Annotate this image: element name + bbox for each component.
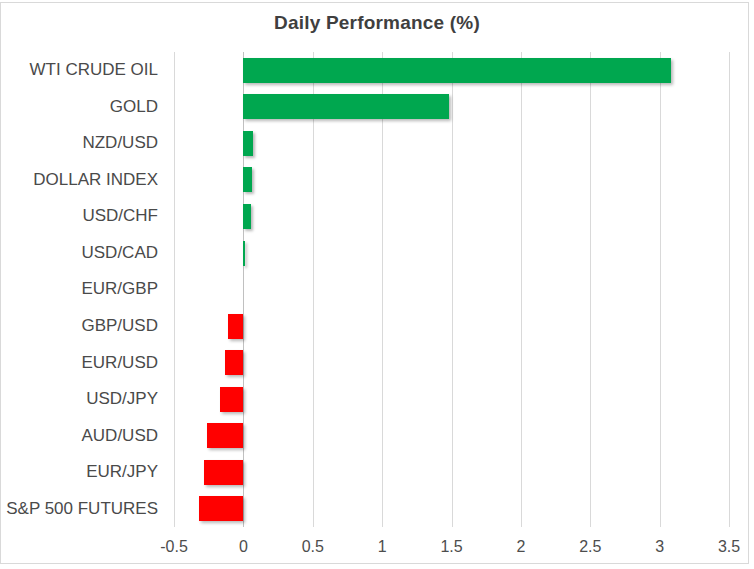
negative-bar-s-p-500-futures bbox=[199, 496, 243, 521]
x-tick-label: 2.5 bbox=[579, 538, 601, 556]
chart-container: Daily Performance (%) WTI CRUDE OILGOLDN… bbox=[0, 0, 754, 569]
negative-bar-aud-usd bbox=[207, 423, 243, 448]
zero-axis-line bbox=[243, 52, 244, 527]
x-tick-label: 1.5 bbox=[440, 538, 462, 556]
positive-bar-dollar-index bbox=[243, 167, 252, 192]
category-label: EUR/USD bbox=[0, 344, 158, 381]
negative-bar-gbp-usd bbox=[228, 314, 243, 339]
positive-bar-gold bbox=[243, 94, 448, 119]
category-label: EUR/GBP bbox=[0, 271, 158, 308]
category-label: WTI CRUDE OIL bbox=[0, 52, 158, 89]
gridline bbox=[590, 52, 591, 527]
category-label: USD/JPY bbox=[0, 381, 158, 418]
positive-bar-wti-crude-oil bbox=[243, 58, 670, 83]
category-label: DOLLAR INDEX bbox=[0, 162, 158, 199]
positive-bar-usd-chf bbox=[243, 204, 251, 229]
positive-bar-usd-cad bbox=[243, 241, 245, 266]
category-label: S&P 500 FUTURES bbox=[0, 491, 158, 528]
x-tick-label: 0.5 bbox=[302, 538, 324, 556]
gridline bbox=[660, 52, 661, 527]
positive-bar-nzd-usd bbox=[243, 131, 253, 156]
category-label: EUR/JPY bbox=[0, 454, 158, 491]
category-label: USD/CAD bbox=[0, 235, 158, 272]
category-label: NZD/USD bbox=[0, 125, 158, 162]
x-tick-label: 1 bbox=[378, 538, 387, 556]
category-label: GOLD bbox=[0, 89, 158, 126]
x-tick-label: 3 bbox=[655, 538, 664, 556]
negative-bar-eur-usd bbox=[225, 350, 244, 375]
negative-bar-eur-jpy bbox=[204, 460, 244, 485]
gridline bbox=[313, 52, 314, 527]
x-tick-label: 3.5 bbox=[718, 538, 740, 556]
gridline bbox=[174, 52, 175, 527]
gridline bbox=[382, 52, 383, 527]
x-tick-label: 2 bbox=[516, 538, 525, 556]
negative-bar-usd-jpy bbox=[220, 387, 244, 412]
chart-title: Daily Performance (%) bbox=[0, 12, 754, 34]
gridline bbox=[521, 52, 522, 527]
gridline bbox=[729, 52, 730, 527]
category-label: GBP/USD bbox=[0, 308, 158, 345]
plot-area bbox=[174, 52, 729, 527]
x-tick-label: -0.5 bbox=[160, 538, 188, 556]
category-label: AUD/USD bbox=[0, 417, 158, 454]
x-tick-label: 0 bbox=[239, 538, 248, 556]
category-label: USD/CHF bbox=[0, 198, 158, 235]
gridline bbox=[452, 52, 453, 527]
